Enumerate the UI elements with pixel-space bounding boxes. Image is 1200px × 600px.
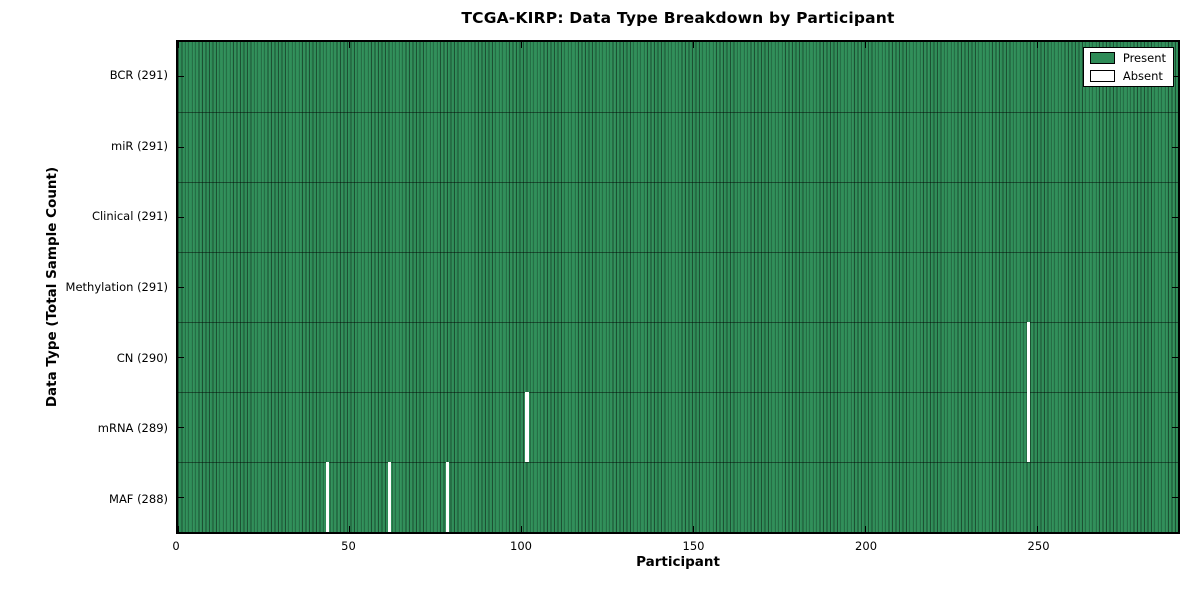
x-tick-mark [349,526,351,532]
y-tick-mark [178,496,184,498]
x-axis-label: Participant [636,554,720,570]
absent-marker [325,462,330,532]
data-row-methylation [178,252,1178,322]
y-tick-mark [178,286,184,288]
y-tick-mark [178,146,184,148]
x-tick-mark [177,42,179,48]
data-row-cn [178,322,1178,392]
y-tick-mark [1172,356,1178,358]
absent-marker [1026,392,1031,462]
legend: Present Absent [1082,47,1174,87]
absent-marker [525,392,529,462]
x-tick-mark [177,526,179,532]
x-tick-mark [1036,42,1038,48]
data-row-mir [178,112,1178,182]
absent-marker [387,462,392,532]
y-tick-labels: BCR (291) miR (291) Clinical (291) Methylat… [0,40,168,534]
y-tick-mark [1172,216,1178,218]
absent-marker [446,462,450,532]
data-row-mrna [178,392,1178,462]
data-row-maf [178,462,1178,532]
x-tick-mark [521,526,523,532]
plot-area: Present Absent [176,40,1180,534]
y-tick-mark [1172,496,1178,498]
y-tick-mark [178,426,184,428]
x-tick-mark [864,42,866,48]
x-tick-label: 100 [510,539,532,553]
y-tick-mark [1172,426,1178,428]
legend-label: Present [1122,51,1166,65]
y-tick-mark [1172,146,1178,148]
x-tick-mark [864,526,866,532]
legend-swatch-present [1089,52,1115,64]
data-matrix [178,42,1178,532]
x-tick-label: 250 [1027,539,1050,553]
legend-label: Absent [1122,69,1163,83]
x-tick-label: 200 [855,539,878,553]
x-tick-mark [349,42,351,48]
y-tick-label: Clinical (291) [91,209,168,224]
legend-entry: Absent [1089,69,1166,83]
y-tick-mark [1172,286,1178,288]
y-tick-mark [1172,76,1178,78]
x-tick-mark [692,42,694,48]
y-tick-label: CN (290) [116,350,168,365]
y-tick-mark [178,76,184,78]
absent-marker [1026,322,1031,392]
data-row-bcr [178,42,1178,112]
x-tick-label: 0 [172,539,180,553]
y-tick-mark [178,356,184,358]
data-row-clinical [178,182,1178,252]
y-tick-label: miR (291) [111,138,168,153]
legend-entry: Present [1089,51,1166,65]
x-tick-mark [521,42,523,48]
x-tick-mark [1036,526,1038,532]
y-tick-label: Methylation (291) [65,280,168,294]
y-tick-label: mRNA (289) [97,421,168,436]
y-tick-label: BCR (291) [109,68,168,83]
y-tick-mark [178,216,184,218]
y-tick-label: MAF (288) [109,491,168,506]
x-tick-label: 50 [341,539,356,553]
chart-title: TCGA-KIRP: Data Type Breakdown by Partic… [461,9,895,27]
x-tick-labels: 0 50 100 150 200 250 [172,539,1180,554]
legend-swatch-absent [1089,70,1115,82]
x-tick-mark [692,526,694,532]
x-tick-label: 150 [682,539,705,553]
